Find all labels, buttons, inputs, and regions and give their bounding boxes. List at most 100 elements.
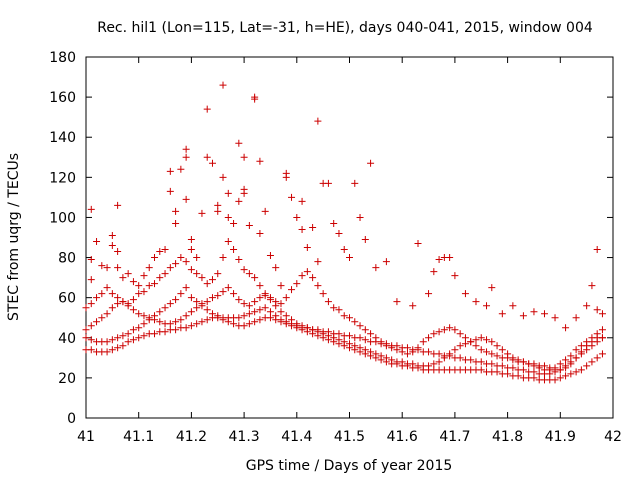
data-point [98, 314, 106, 322]
data-point [377, 356, 385, 364]
data-point [177, 254, 185, 262]
data-point [172, 326, 180, 334]
data-point [119, 274, 127, 282]
data-point [98, 262, 106, 270]
data-point [288, 322, 296, 330]
data-point [108, 346, 116, 354]
y-axis-label: STEC from uqrg / TECUs [6, 153, 22, 321]
data-point [124, 270, 132, 278]
data-point [461, 290, 469, 298]
data-point [309, 223, 317, 231]
data-point [182, 258, 190, 266]
data-point [145, 264, 153, 272]
data-point [598, 350, 606, 358]
data-point [261, 304, 269, 312]
data-point [598, 326, 606, 334]
data-point [135, 334, 143, 342]
data-point [498, 310, 506, 318]
data-point [461, 334, 469, 342]
data-point [114, 300, 122, 308]
data-point [509, 354, 517, 362]
data-point [103, 310, 111, 318]
data-point [435, 358, 443, 366]
data-point [303, 268, 311, 276]
data-point [177, 290, 185, 298]
data-point [135, 324, 143, 332]
data-point [430, 330, 438, 338]
data-point [135, 290, 143, 298]
data-point [103, 284, 111, 292]
data-point [203, 298, 211, 306]
data-point [324, 179, 332, 187]
data-point [161, 270, 169, 278]
data-point [319, 334, 327, 342]
data-point [303, 244, 311, 252]
data-point [530, 368, 538, 376]
data-point [161, 328, 169, 336]
data-point [488, 350, 496, 358]
data-point [235, 139, 243, 147]
data-point [298, 272, 306, 280]
data-point [182, 195, 190, 203]
data-point [288, 286, 296, 294]
y-tick-label: 140 [49, 130, 76, 146]
data-point [272, 316, 280, 324]
data-point [282, 173, 290, 181]
data-point [208, 294, 216, 302]
data-point [298, 225, 306, 233]
data-point [182, 153, 190, 161]
data-point [335, 340, 343, 348]
data-point [519, 312, 527, 320]
data-point [583, 338, 591, 346]
data-point [567, 370, 575, 378]
data-point [572, 314, 580, 322]
data-point [567, 352, 575, 360]
data-point [87, 322, 95, 330]
data-point [562, 356, 570, 364]
data-point [493, 368, 501, 376]
x-tick-label: 41.2 [176, 429, 207, 445]
data-point [87, 346, 95, 354]
data-point [488, 338, 496, 346]
data-point [193, 298, 201, 306]
data-point [172, 207, 180, 215]
data-point [335, 330, 343, 338]
chart-title: Rec. hil1 (Lon=115, Lat=-31, h=HE), days… [97, 20, 593, 36]
data-point [114, 344, 122, 352]
data-point [187, 266, 195, 274]
data-point [87, 276, 95, 284]
data-point [314, 332, 322, 340]
data-point [203, 105, 211, 113]
data-point [256, 229, 264, 237]
data-point [119, 332, 127, 340]
data-point [367, 352, 375, 360]
data-point [393, 360, 401, 368]
data-point [251, 298, 259, 306]
data-point [346, 314, 353, 322]
data-point [361, 350, 369, 358]
data-point [593, 338, 601, 346]
data-point [403, 344, 411, 352]
data-point [498, 362, 506, 370]
data-point [251, 318, 259, 326]
data-point [230, 320, 238, 328]
data-point [414, 346, 422, 354]
data-point [519, 358, 527, 366]
data-point [256, 157, 264, 165]
data-point [335, 306, 343, 314]
y-tick-label: 60 [58, 291, 76, 307]
data-point [156, 248, 164, 256]
data-point [129, 306, 137, 314]
data-point [477, 366, 485, 374]
data-point [198, 318, 206, 326]
data-point [303, 328, 311, 336]
data-point [488, 284, 496, 292]
data-point [166, 167, 174, 175]
data-point [151, 330, 159, 338]
data-point [593, 330, 601, 338]
data-point [114, 294, 122, 302]
data-point [546, 370, 554, 378]
data-point [103, 264, 111, 272]
data-point [488, 360, 496, 368]
data-point [382, 258, 390, 266]
